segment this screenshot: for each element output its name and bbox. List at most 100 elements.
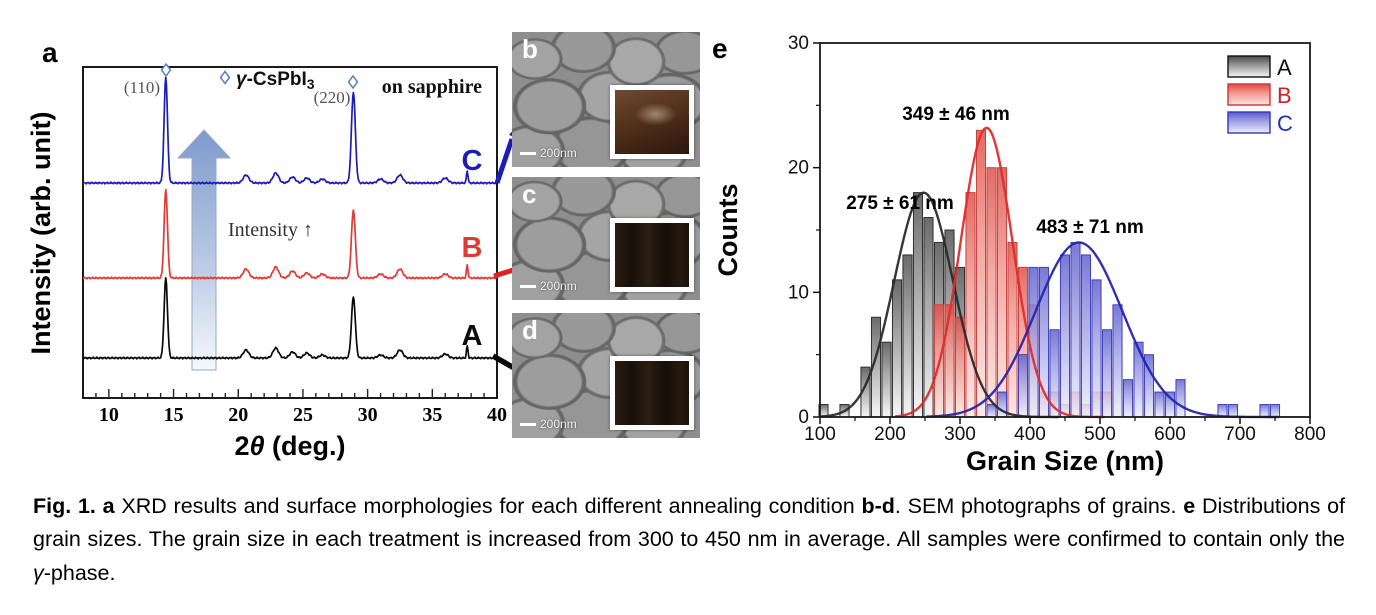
hist-bar-C	[1154, 391, 1165, 418]
panel-e-label: e	[712, 33, 728, 64]
xrd-x-axis-label: 2θ (deg.)	[234, 431, 345, 461]
xrd-curve-C	[82, 76, 498, 185]
x-tick-label: 40	[487, 404, 507, 426]
substrate-note: on sapphire	[382, 76, 482, 98]
hist-bar-B	[986, 167, 997, 418]
hist-bar-A	[912, 192, 924, 418]
legend-swatch-A	[1227, 55, 1271, 78]
xrd-curve-A	[82, 276, 498, 360]
hist-bar-C	[1175, 379, 1186, 418]
hist-bar-C	[1227, 404, 1239, 418]
hist-bar-C	[1259, 404, 1270, 418]
scale-bar-icon	[520, 422, 536, 426]
legend-swatch-B	[1227, 83, 1271, 106]
panel-a-label: a	[42, 37, 58, 68]
intensity-increase-arrow-icon	[176, 129, 232, 371]
panel-c-label: c	[522, 179, 537, 209]
sample-photo-inset-c	[610, 218, 694, 292]
hist-bar-C	[1091, 279, 1102, 418]
sem-panel-d: d 200nm	[512, 313, 700, 438]
histogram-panel: e 100 200 300 400 500 600 700 800 0 10 20 30 275 ± …	[712, 33, 1326, 476]
x-tick-label: 500	[1084, 424, 1116, 445]
histogram-legend: A B C	[1227, 55, 1293, 136]
intensity-arrow-label: Intensity ↑	[228, 219, 313, 241]
x-tick-label: 20	[228, 404, 248, 426]
legend-label-C: C	[1277, 111, 1293, 136]
xrd-curves-and-ticks: 10 15 20 25 30 35 40	[82, 76, 507, 426]
hist-bar-C	[1112, 304, 1123, 418]
mean-annotation-B: 349 ± 46 nm	[902, 104, 1010, 125]
xrd-legend-label: γ-CsPbI3	[236, 69, 315, 92]
scale-bar-icon	[520, 151, 536, 155]
sample-photo-inset-d	[610, 356, 694, 430]
hist-bar-C	[1059, 254, 1071, 418]
sample-photo-d	[615, 361, 689, 425]
scale-bar-b: 200nm	[520, 146, 577, 160]
x-tick-label: 800	[1294, 424, 1326, 445]
scale-bar-label: 200nm	[540, 279, 577, 293]
figure-caption: Fig. 1. a XRD results and surface morpho…	[33, 490, 1345, 590]
sem-panel-c: c 200nm	[512, 177, 700, 300]
x-tick-label: 30	[358, 404, 378, 426]
xrd-series-label-C: C	[462, 145, 483, 177]
xrd-curve-B	[82, 188, 498, 280]
x-tick-label: 35	[422, 404, 442, 426]
hist-bar-C	[1101, 329, 1113, 418]
sample-photo-c	[615, 223, 689, 287]
x-tick-label: 200	[874, 424, 906, 445]
hist-bar-C	[1070, 241, 1081, 418]
sem-panel-b: b 200nm	[512, 32, 700, 167]
caption-segment: b-d	[861, 494, 895, 518]
hist-fit-curve-B	[894, 126, 1106, 419]
scale-bar-label: 200nm	[540, 146, 577, 160]
histogram-plot-box	[819, 42, 1311, 418]
hist-bar-C	[1017, 354, 1029, 418]
hist-bar-A	[881, 341, 892, 418]
y-tick-label: 30	[788, 33, 809, 54]
sample-photo-inset-b	[610, 85, 694, 159]
sample-photo-b	[615, 90, 689, 154]
legend-label-B: B	[1277, 83, 1292, 108]
scale-bar-label: 200nm	[540, 417, 577, 431]
scale-bar-c: 200nm	[520, 279, 577, 293]
x-tick-label: 400	[1014, 424, 1046, 445]
plots-canvas: a Intensity ↑ 10 15 20 25 30 35 40 (110) (220)…	[26, 33, 1326, 476]
caption-segment: . SEM photographs of grains.	[894, 494, 1184, 518]
x-tick-label: 25	[293, 404, 313, 426]
legend-swatch-C	[1227, 111, 1271, 134]
xrd-panel: a Intensity ↑ 10 15 20 25 30 35 40 (110) (220)…	[26, 37, 507, 461]
diamond-marker-110-icon	[160, 62, 172, 78]
histogram-y-axis-label: Counts	[713, 184, 743, 277]
legend-label-A: A	[1277, 55, 1292, 80]
mean-annotation-A: 275 ± 61 nm	[846, 193, 954, 214]
diamond-marker-220-icon	[347, 74, 359, 90]
hist-fit-curve-A	[819, 191, 1060, 419]
x-tick-label: 300	[944, 424, 976, 445]
peak-110-label: (110)	[124, 78, 160, 97]
caption-segment: Distributions of grain sizes. The grain …	[33, 494, 1346, 552]
hist-bar-B	[954, 316, 966, 418]
hist-bar-C	[1122, 379, 1134, 418]
caption-segment: γ	[33, 560, 44, 585]
y-tick-label: 0	[798, 407, 809, 428]
y-tick-label: 20	[788, 158, 809, 179]
scale-bar-d: 200nm	[520, 417, 577, 431]
hist-bar-B	[944, 304, 955, 418]
x-tick-label: 600	[1154, 424, 1186, 445]
xrd-series-label-B: B	[462, 232, 483, 264]
caption-segment: e	[1183, 494, 1196, 518]
x-tick-label: 10	[99, 404, 119, 426]
caption-segment: Fig. 1. a	[33, 494, 115, 518]
hist-bar-A	[902, 254, 913, 418]
hist-bar-C	[1269, 404, 1281, 418]
hist-bar-C	[1080, 254, 1092, 418]
mean-annotation-C: 483 ± 71 nm	[1036, 217, 1144, 238]
xrd-series-label-A: A	[462, 320, 483, 352]
peak-220-label: (220)	[314, 88, 351, 107]
caption-segment: -phase.	[43, 560, 116, 585]
y-tick-label: 10	[788, 282, 809, 303]
panel-b-label: b	[522, 34, 538, 64]
caption-segment: XRD results and surface morphologies for…	[114, 494, 862, 518]
xrd-y-axis-label: Intensity (arb. unit)	[26, 112, 56, 355]
